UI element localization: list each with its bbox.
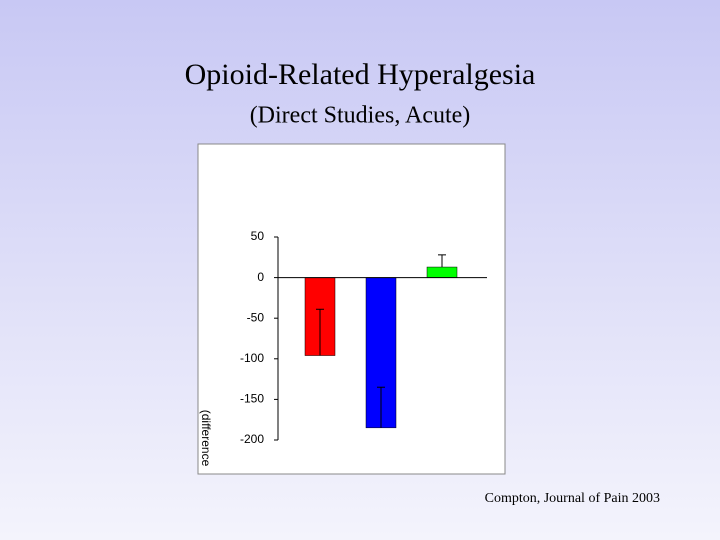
slide-title: Opioid-Related Hyperalgesia: [185, 58, 536, 91]
y-tick-label: -200: [240, 432, 264, 446]
bar: [426, 266, 458, 278]
y-axis-label: (difference: [199, 410, 213, 467]
plot-area: [197, 143, 506, 475]
y-tick-label: 50: [251, 229, 265, 243]
slide-subtitle: (Direct Studies, Acute): [250, 103, 471, 129]
y-tick-label: -100: [240, 351, 264, 365]
y-tick-label: -50: [247, 310, 265, 324]
y-tick-label: -150: [240, 392, 264, 406]
source-note: Compton, Journal of Pain 2003: [485, 491, 660, 506]
y-tick-label: 0: [257, 270, 264, 284]
